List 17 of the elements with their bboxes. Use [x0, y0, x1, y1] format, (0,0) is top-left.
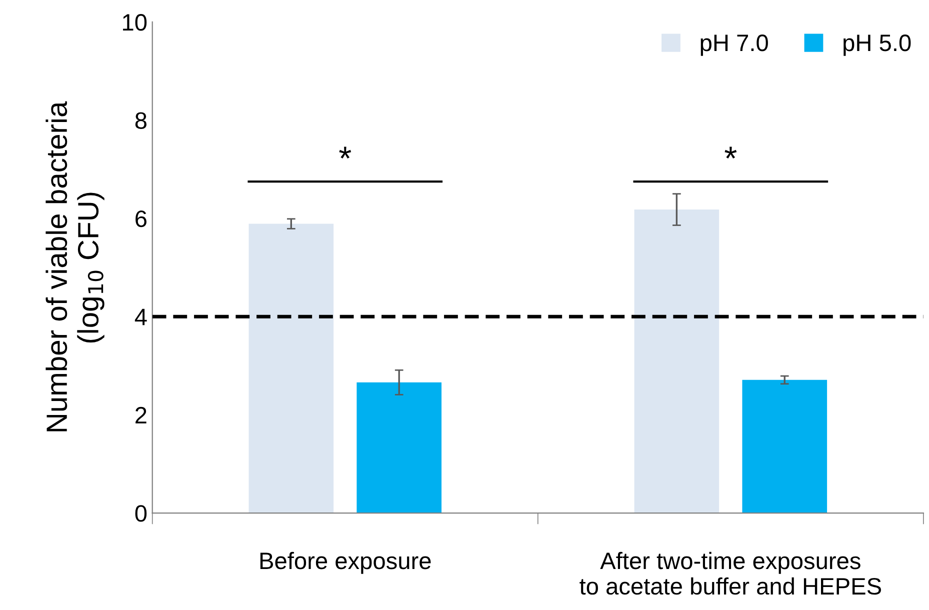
- legend-label: pH 5.0: [844, 34, 911, 56]
- y-tick-label: 2: [136, 406, 146, 424]
- y-tick-label: 0: [135, 505, 147, 522]
- legend-label: pH 7.0: [700, 34, 768, 56]
- y-tick-label: 8: [135, 112, 146, 129]
- y-tick-label: 10: [123, 14, 147, 31]
- bar: [634, 210, 720, 514]
- y-axis-title: Number of viable bacteria (log$_{10}$ CFU): [46, 101, 104, 432]
- annotation: *: [724, 146, 737, 158]
- y-tick-label: 4: [134, 308, 147, 326]
- x-tick-label: After two-time exposures to acetate buffer and HEPES: [580, 552, 881, 595]
- bar: [248, 224, 334, 514]
- bar: [742, 380, 828, 514]
- annotation: *: [339, 146, 352, 158]
- x-tick-label: Before exposure: [260, 552, 431, 574]
- bar: [356, 382, 442, 514]
- y-tick-label: 6: [136, 210, 146, 228]
